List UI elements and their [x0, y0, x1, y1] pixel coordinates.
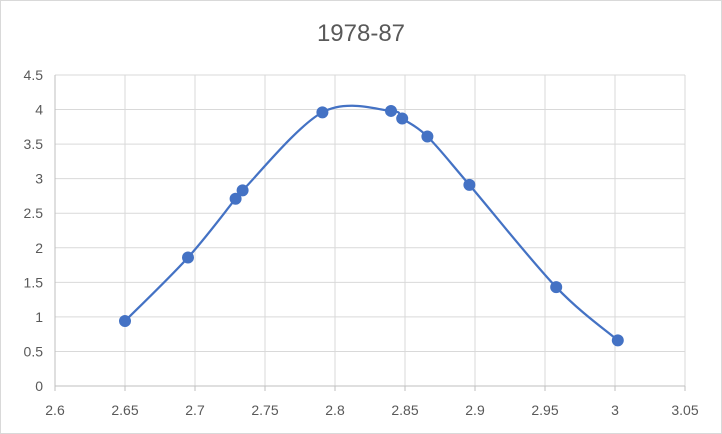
y-tick-label: 2.5	[24, 205, 44, 221]
data-point	[396, 112, 409, 125]
x-tick-label: 2.85	[391, 402, 418, 418]
x-tick-label: 2.6	[45, 402, 65, 418]
data-point	[385, 104, 397, 117]
x-tick-label: 3.05	[671, 402, 698, 418]
data-point	[316, 106, 329, 119]
y-tick-label: 0.5	[24, 343, 44, 359]
y-tick-label: 1.5	[24, 274, 44, 290]
data-point	[550, 281, 563, 294]
axes	[54, 75, 686, 391]
tick-labels: 0 0.5 1 1.5 2 2.5 3 3.5 4 4.5 2.6 2.65 2.7 2.75 2.8 2.8…	[24, 67, 699, 418]
x-tick-label: 2.95	[531, 402, 558, 418]
y-tick-label: 1	[35, 309, 43, 325]
grid-lines	[55, 74, 686, 386]
data-point	[229, 192, 242, 205]
y-tick-label: 4.5	[24, 67, 44, 83]
y-tick-label: 0	[35, 378, 43, 394]
y-tick-label: 3.5	[24, 136, 44, 152]
data-point	[119, 315, 131, 328]
x-tick-label: 2.75	[251, 402, 278, 418]
chart-title: 1978-87	[316, 20, 406, 47]
x-tick-label: 3	[611, 402, 619, 418]
x-tick-label: 2.9	[465, 402, 485, 418]
y-tick-label: 4	[35, 102, 43, 118]
data-point	[611, 334, 624, 347]
x-tick-label: 2.8	[325, 402, 345, 418]
x-tick-label: 2.7	[185, 402, 205, 418]
series-line	[124, 104, 619, 342]
series	[119, 104, 624, 347]
data-point	[182, 251, 194, 264]
x-tick-label: 2.65	[111, 402, 138, 418]
data-point	[236, 184, 249, 197]
data-point	[463, 178, 476, 191]
y-tick-label: 3	[35, 171, 43, 187]
data-point	[421, 130, 434, 143]
y-tick-label: 2	[35, 240, 43, 256]
